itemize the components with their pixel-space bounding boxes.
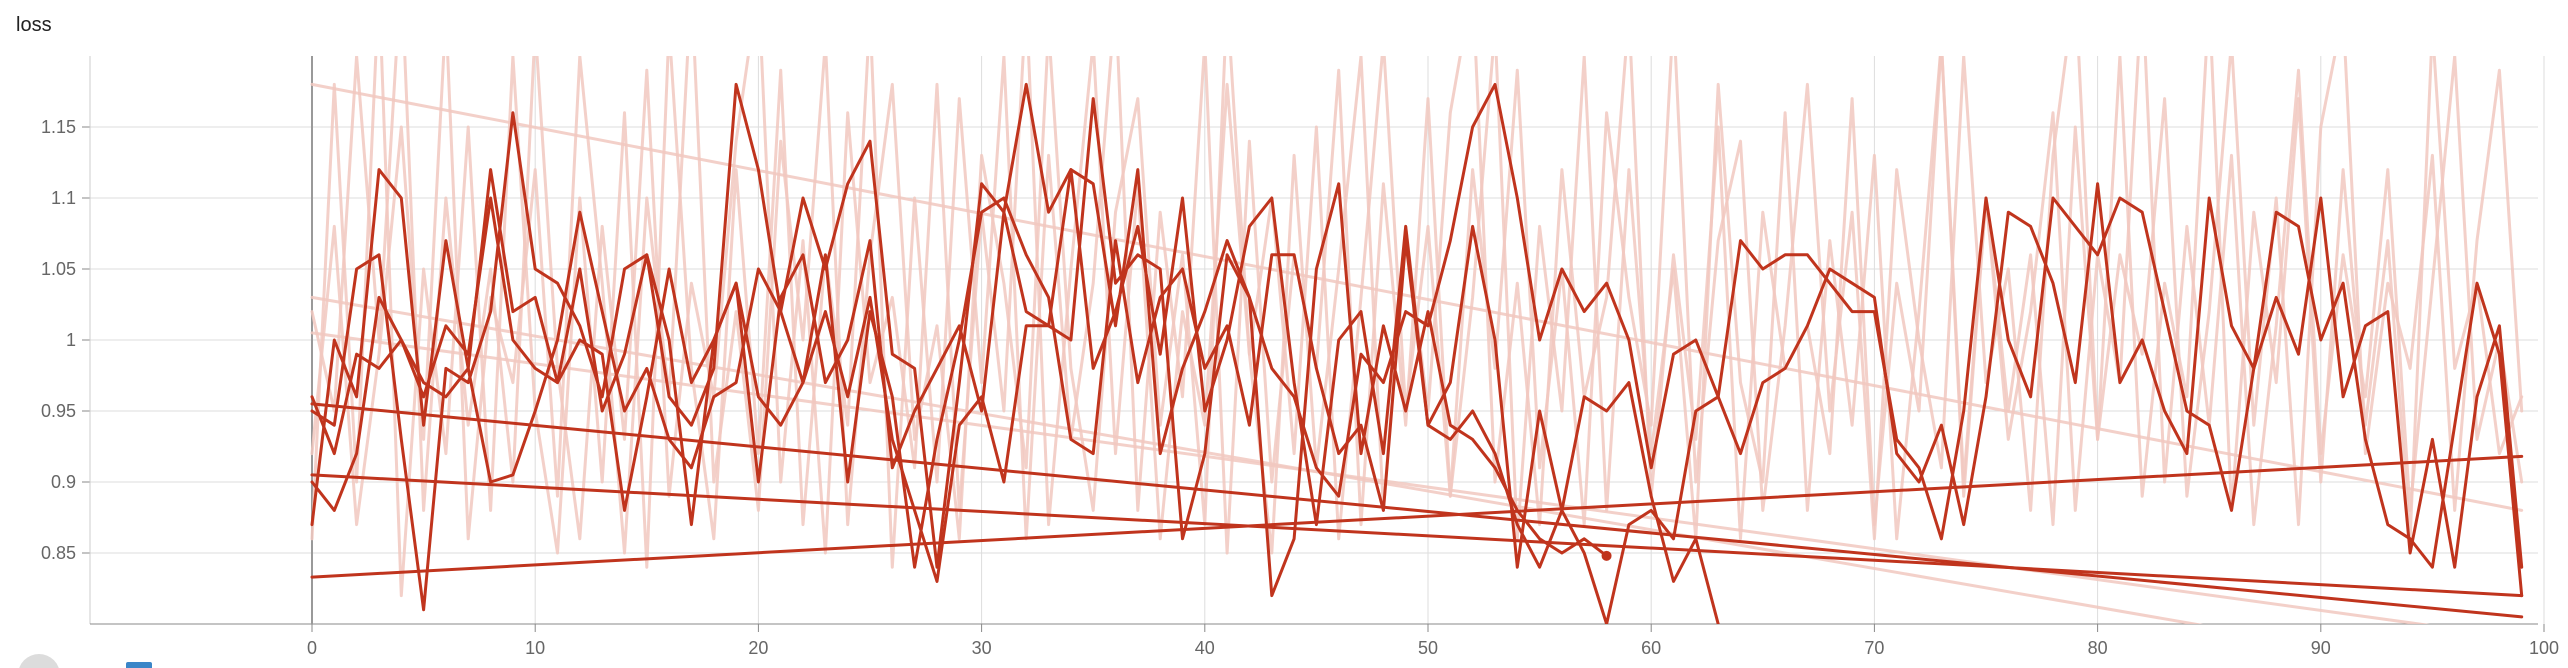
x-tick-label: 80 — [2088, 638, 2108, 658]
series-line — [310, 454, 2524, 579]
y-tick-label: 1.05 — [41, 259, 76, 279]
x-tick-label: 0 — [307, 638, 317, 658]
toggle-button[interactable] — [18, 654, 60, 668]
y-tick-label: 0.85 — [41, 543, 76, 563]
faint-series-line — [310, 295, 2204, 624]
faint-series-line — [310, 82, 2524, 512]
y-tick-label: 0.95 — [41, 401, 76, 421]
series-group — [310, 56, 2524, 624]
x-tick-label: 40 — [1195, 638, 1215, 658]
series-line — [310, 473, 2524, 598]
x-tick-label: 20 — [748, 638, 768, 658]
y-tick-label: 1.15 — [41, 117, 76, 137]
marker-group — [1601, 550, 1612, 561]
axes: 0.85 0.9 0.95 1 1.05 1.1 1.15 0 10 20 30 40 50 60 70 80… — [41, 56, 2559, 658]
chart-title: loss — [16, 14, 52, 36]
y-tick-label: 0.9 — [51, 472, 76, 492]
highlight-point — [1601, 550, 1612, 561]
x-tick-label: 10 — [525, 638, 545, 658]
x-tick-label: 60 — [1641, 638, 1661, 658]
x-tick-label: 50 — [1418, 638, 1438, 658]
x-tick-label: 90 — [2311, 638, 2331, 658]
expand-icon[interactable] — [126, 662, 152, 668]
series-line — [310, 168, 2524, 624]
y-tick-label: 1.1 — [51, 188, 76, 208]
x-tick-label: 100 — [2529, 638, 2559, 658]
series-line — [310, 402, 2524, 619]
x-tick-label: 70 — [1864, 638, 1884, 658]
x-tick-label: 30 — [972, 638, 992, 658]
y-tick-label: 1 — [66, 330, 76, 350]
